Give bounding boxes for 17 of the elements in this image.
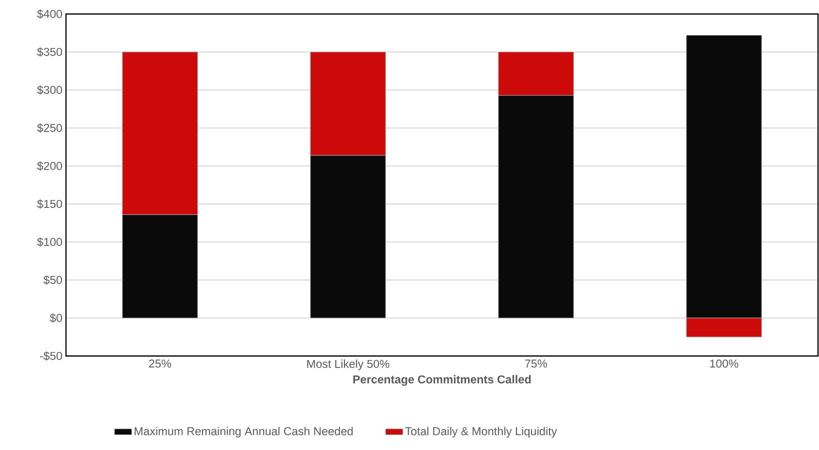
y-tick-label: $350 bbox=[37, 47, 62, 57]
y-tick-label: $200 bbox=[37, 161, 62, 171]
y-tick-label: $250 bbox=[37, 123, 62, 133]
y-tick-label: $0 bbox=[50, 313, 62, 323]
x-tick-label: 75% bbox=[525, 360, 548, 368]
x-axis-title: Percentage Commitments Called bbox=[353, 375, 531, 386]
x-tick-label: 100% bbox=[710, 360, 738, 368]
x-tick-label: Most Likely 50% bbox=[307, 360, 390, 370]
legend-label: Maximum Remaining Annual Cash Needed bbox=[134, 426, 353, 438]
y-tick-label: $300 bbox=[37, 85, 62, 95]
y-tick-label: -$50 bbox=[40, 351, 62, 361]
y-tick-label: $150 bbox=[37, 199, 62, 209]
y-tick-label: $50 bbox=[43, 275, 62, 285]
legend-label: Total Daily & Monthly Liquidity bbox=[405, 426, 558, 438]
y-tick-label: $100 bbox=[37, 237, 62, 247]
y-tick-label: $400 bbox=[37, 9, 62, 19]
x-tick-label: 25% bbox=[149, 360, 172, 368]
